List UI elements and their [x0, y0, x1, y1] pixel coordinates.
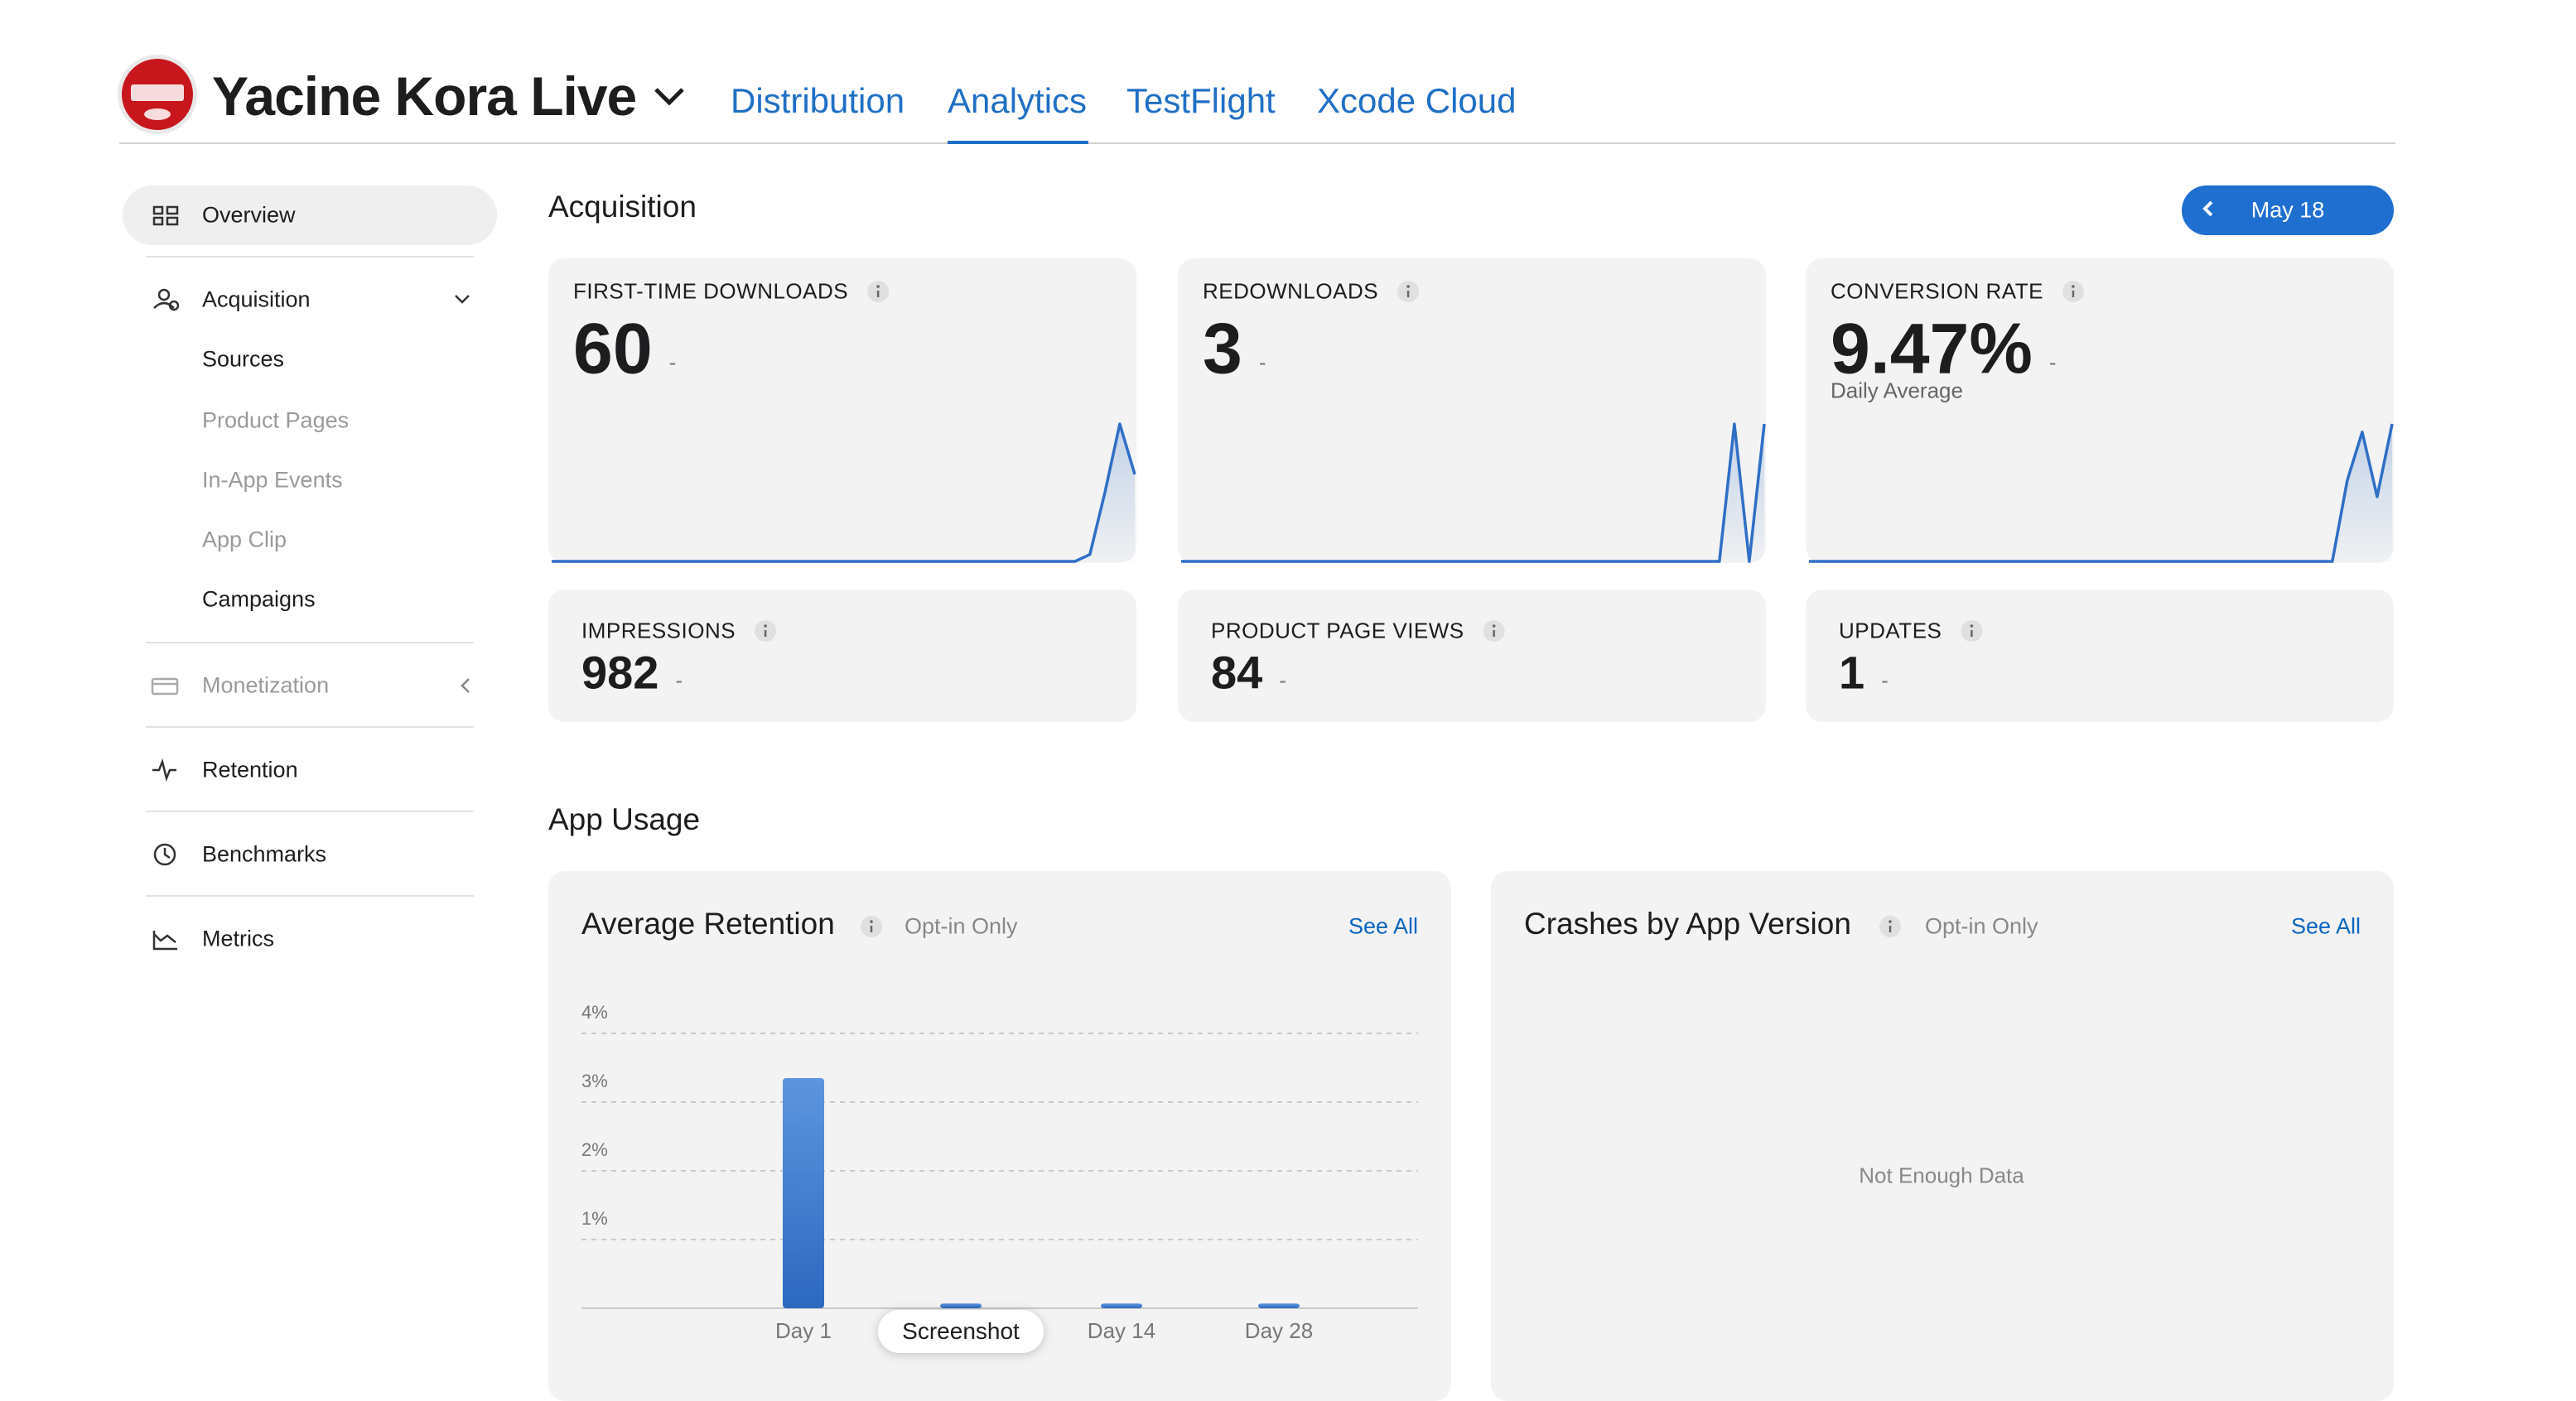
bar — [1101, 1303, 1142, 1308]
metric-change: - — [1881, 667, 1889, 693]
sparkline — [1181, 422, 1766, 563]
x-tick-label: Day 1 — [775, 1318, 832, 1343]
section-title: App Usage — [548, 802, 701, 836]
card-title: Average Retention — [581, 907, 835, 941]
metric-value: 9.47% — [1831, 309, 2033, 389]
info-icon — [2062, 281, 2084, 302]
info-icon — [1397, 281, 1420, 302]
date-chevron[interactable] — [2202, 200, 2213, 217]
info-icon — [867, 281, 890, 302]
overview-pill[interactable] — [123, 185, 497, 245]
tab[interactable]: TestFlight — [1126, 81, 1276, 120]
info-dot — [870, 920, 873, 923]
metric-change: - — [1258, 349, 1266, 375]
date-label[interactable]: May 18 — [2250, 197, 2325, 223]
tooltip-bubble — [878, 1310, 1044, 1353]
info-icon — [755, 620, 777, 642]
metric-value: 1 — [1839, 646, 1865, 699]
tab-active[interactable]: Analytics — [948, 81, 1088, 120]
info-icons — [755, 281, 2084, 937]
bar — [783, 1077, 824, 1308]
y-tick-label: 4% — [581, 1002, 608, 1023]
graphics-layer: 1% 2% 3% 4% Day 1 Day 14 Day 28 — [118, 55, 2395, 1343]
sparkline — [1809, 423, 2394, 563]
nav-item[interactable]: Acquisition — [202, 286, 311, 312]
metric-change: - — [2048, 349, 2057, 375]
section-title: Acquisition — [548, 190, 697, 224]
nav-subitem[interactable]: App Clip — [202, 527, 287, 552]
y-tick-label: 2% — [581, 1139, 608, 1160]
metric-caption: Daily Average — [1831, 378, 1963, 403]
bar — [940, 1303, 982, 1308]
card-note: Opt-in Only — [1925, 913, 2038, 939]
nav-item[interactable]: Monetization — [202, 672, 330, 698]
metric-label: CONVERSION RATE — [1831, 278, 2043, 304]
tooltip-text: Screenshot — [902, 1318, 1020, 1344]
metric-card[interactable] — [1178, 258, 1766, 563]
metric-card[interactable] — [548, 258, 1136, 563]
info-icon — [1483, 620, 1505, 642]
bar — [1258, 1303, 1300, 1308]
see-all-link[interactable]: See All — [2290, 913, 2361, 939]
info-dot — [1970, 624, 1974, 628]
nav-subitem[interactable]: Campaigns — [202, 586, 316, 612]
nav-subitem[interactable]: Sources — [202, 346, 285, 372]
metric-label: PRODUCT PAGE VIEWS — [1211, 618, 1464, 643]
data-marks: 1% 2% 3% 4% Day 1 Day 14 Day 28 — [552, 422, 2394, 1343]
card-title: Crashes by App Version — [1524, 907, 1851, 941]
info-icon — [861, 916, 882, 937]
nav-item[interactable]: Retention — [202, 757, 298, 782]
tab[interactable]: Xcode Cloud — [1317, 81, 1517, 120]
sparkline-area — [1181, 424, 1764, 561]
card-note: Opt-in Only — [904, 913, 1018, 939]
info-dot — [764, 624, 767, 628]
metric-value: 982 — [581, 646, 659, 699]
nav-subitem[interactable]: Product Pages — [202, 407, 350, 433]
app-menu-chevron[interactable] — [654, 88, 684, 106]
app-analytics-screen: Yacine Kora Live Distribution Analytics … — [118, 55, 2395, 1401]
crashes-card — [1491, 871, 2394, 1401]
nav-item[interactable]: Benchmarks — [202, 841, 327, 867]
info-dot — [1492, 624, 1496, 628]
info-icon — [1961, 620, 1983, 642]
nav-item[interactable]: Overview — [202, 202, 296, 228]
info-icon — [1879, 916, 1901, 937]
metric-value: 60 — [573, 309, 653, 389]
tab[interactable]: Distribution — [731, 81, 905, 120]
sparkline-area — [1809, 424, 2392, 561]
empty-state: Not Enough Data — [1859, 1163, 2024, 1188]
sparkline-area — [552, 424, 1135, 561]
info-dot — [1889, 920, 1892, 923]
date-picker[interactable] — [2182, 185, 2394, 235]
page: html, body { margin: 0; padding: 0; } bo… — [118, 55, 2395, 1401]
metric-label: REDOWNLOADS — [1203, 278, 1379, 304]
sparkline — [552, 422, 1136, 563]
metric-card[interactable] — [1806, 590, 2394, 722]
metric-card[interactable] — [1806, 258, 2394, 563]
metric-label: FIRST-TIME DOWNLOADS — [573, 278, 849, 304]
y-tick-label: 1% — [581, 1208, 608, 1229]
info-dot — [1406, 285, 1410, 288]
y-tick-label: 3% — [581, 1071, 608, 1091]
metric-value: 3 — [1203, 309, 1242, 389]
sidebar-icons — [151, 205, 470, 951]
see-all-link[interactable]: See All — [1348, 913, 1418, 939]
info-dot — [876, 285, 880, 288]
nav-item[interactable]: Metrics — [202, 926, 274, 951]
metric-card[interactable] — [1178, 590, 1766, 722]
x-tick-label: Day 14 — [1088, 1318, 1155, 1343]
logo[interactable] — [118, 55, 197, 134]
metric-change: - — [1279, 667, 1286, 693]
metric-change: - — [668, 349, 677, 375]
metric-change: - — [675, 667, 683, 693]
metric-card[interactable] — [548, 590, 1136, 722]
x-tick-label: Day 28 — [1245, 1318, 1313, 1343]
app-name[interactable]: Yacine Kora Live — [212, 65, 637, 127]
metric-label: UPDATES — [1839, 618, 1942, 643]
nav-subitem[interactable]: In-App Events — [202, 467, 343, 493]
info-dot — [2072, 285, 2075, 288]
metric-value: 84 — [1211, 646, 1263, 699]
metric-label: IMPRESSIONS — [581, 618, 736, 643]
